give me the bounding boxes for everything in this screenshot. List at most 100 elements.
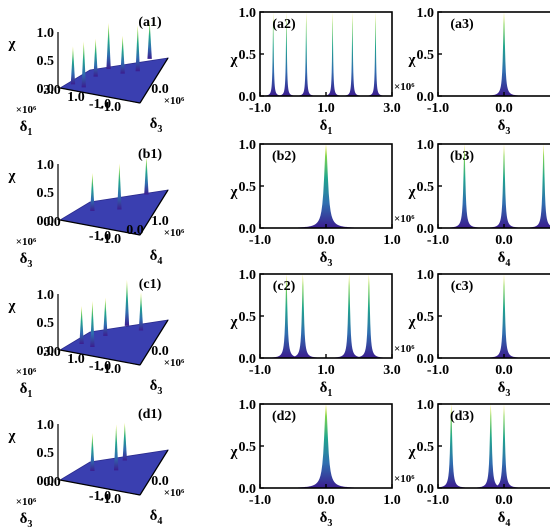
xtick-label-b2-0: -1.0	[249, 233, 271, 248]
ytick-label-a2-0: 0.0	[239, 90, 257, 105]
surface-peak-a1-6	[147, 20, 152, 59]
ytick-label-d3-1: 0.5	[417, 440, 435, 455]
peak-c2-2	[335, 274, 363, 358]
axis-a-d1	[59, 479, 141, 496]
surface-peak-d1-2	[122, 422, 127, 461]
ylabel-a2: χ	[230, 52, 239, 68]
surface-peak-c1-4	[138, 292, 144, 331]
zlabel-d1: χ	[8, 428, 17, 444]
ytick-label-c3-0: 0.0	[417, 352, 435, 367]
panel-label-d3: (d3)	[450, 409, 474, 424]
peak-b2-0	[298, 144, 354, 228]
ylabel-d2: χ	[230, 444, 239, 460]
xtick-label-c3-1: 0.0	[495, 363, 513, 378]
axis-b-label-d1: δ4	[150, 508, 163, 527]
surface-peak-c1-2	[103, 297, 108, 336]
axis-a-tick-a1-0: 3.0	[43, 83, 61, 98]
axis-b-tick-b1-2: 1.0	[151, 214, 169, 229]
peak-c2-1	[289, 274, 317, 358]
peak-a2-3	[325, 12, 340, 96]
peak-a2-0	[266, 12, 281, 96]
xtick-label-c2-0: -1.0	[249, 363, 271, 378]
peak-a2-1	[279, 12, 294, 96]
xlabel-d2: δ3	[320, 510, 333, 529]
peak-d3-2	[490, 404, 518, 488]
peak-a2-5	[368, 12, 383, 96]
ylabel-c3: χ	[408, 314, 417, 330]
ytick-label-b2-2: 1.0	[239, 138, 257, 153]
ytick-label-c2-0: 0.0	[239, 352, 257, 367]
x-multiplier-d2: ×10⁶	[394, 473, 415, 485]
ylabel-c2: χ	[230, 314, 239, 330]
ytick-label-c3-1: 0.5	[417, 310, 435, 325]
panel-label-b3: (b3)	[450, 149, 474, 164]
xlabel-c3: δ3	[498, 380, 511, 399]
ytick-label-c2-1: 0.5	[239, 310, 257, 325]
peak-a2-4	[345, 12, 360, 96]
panel-b1: 1.00.50.0χ0.0-1.0×10⁶δ3-1.00.01.0×10⁶δ4(…	[8, 147, 185, 270]
xtick-label-a2-2: 3.0	[383, 101, 401, 116]
xtick-label-d2-1: 0.0	[317, 493, 335, 508]
xtick-label-d3-0: -1.0	[427, 493, 449, 508]
axis-a-label-a1: δ1	[20, 119, 33, 138]
axis-a-tick-b1-0: 0.0	[43, 215, 61, 230]
axis-a-tick-b1-1: -1.0	[89, 229, 111, 244]
peak-b3-0	[450, 144, 479, 228]
ytick-label-c3-2: 1.0	[417, 268, 435, 283]
axis-a-label-c1: δ1	[20, 381, 33, 400]
xlabel-a2: δ1	[320, 118, 333, 137]
axis-a-tick-c1-2: -1.0	[89, 359, 111, 374]
surface-peak-a1-2	[93, 38, 98, 77]
peak-c3-0	[490, 274, 518, 358]
surface-peak-b1-2	[144, 156, 149, 195]
surface-peak-a1-1	[81, 41, 86, 88]
ylabel-b2: χ	[230, 184, 239, 200]
axis-b-label-a1: δ3	[150, 116, 163, 135]
x-multiplier-a2: ×10⁶	[394, 81, 415, 93]
ytick-label-a2-1: 0.5	[239, 48, 257, 63]
axis-b-b1	[139, 189, 169, 236]
ztick-d1-1: 0.5	[37, 446, 55, 461]
ytick-label-a2-2: 1.0	[239, 6, 257, 21]
surface-peak-a1-5	[135, 25, 140, 72]
axis-a-b1	[59, 219, 141, 236]
axis-a-a1	[59, 87, 141, 104]
axis-b-multiplier-c1: ×10⁶	[164, 357, 185, 369]
peak-b3-1	[490, 144, 518, 228]
xtick-label-b3-0: -1.0	[427, 233, 449, 248]
panel-c2: 0.0 0.5 1.0 -1.0 1.0 3.0 χ δ1 ×10⁶ (c2)	[230, 268, 416, 399]
ytick-label-b3-2: 1.0	[417, 138, 435, 153]
ztick-b1-2: 0.0	[37, 214, 55, 229]
surface-peak-c1-1	[90, 300, 95, 347]
axis-a-multiplier-c1: ×10⁶	[16, 366, 37, 378]
axis-b-tick-b1-0: -1.0	[99, 232, 121, 247]
ytick-label-b3-0: 0.0	[417, 222, 435, 237]
panel-label-d2: (d2)	[272, 409, 296, 424]
ylabel-d3: χ	[408, 444, 417, 460]
peak-b3-2	[529, 144, 550, 228]
ytick-label-d3-2: 1.0	[417, 398, 435, 413]
xtick-label-a3-1: 0.0	[495, 101, 513, 116]
axis-b-c1	[139, 319, 169, 366]
surface-peak-d1-1	[113, 424, 119, 471]
panel-a1: 1.00.50.0χ3.0 1.0 -1.0×10⁶δ1-1.00.0×10⁶δ3(…	[8, 15, 185, 138]
axis-a-label-b1: δ3	[20, 251, 33, 270]
ztick-c1-1: 0.5	[37, 316, 55, 331]
axis-b-multiplier-d1: ×10⁶	[164, 487, 185, 499]
axis-b-tick-c1-1: 0.0	[151, 344, 169, 359]
xlabel-d3: δ4	[498, 510, 511, 529]
axis-b-multiplier-b1: ×10⁶	[164, 227, 185, 239]
peak-d3-1	[476, 404, 505, 488]
axis-b-tick-c1-0: -1.0	[99, 362, 121, 377]
axis-b-tick-a1-0: -1.0	[99, 100, 121, 115]
axis-a-multiplier-d1: ×10⁶	[16, 496, 37, 508]
ytick-label-d2-2: 1.0	[239, 398, 257, 413]
ztick-a1-2: 0.0	[37, 82, 55, 97]
ytick-label-d2-0: 0.0	[239, 482, 257, 497]
axis-a-tick-c1-0: 3.0	[43, 345, 61, 360]
ytick-label-d3-0: 0.0	[417, 482, 435, 497]
xtick-label-a3-0: -1.0	[427, 101, 449, 116]
